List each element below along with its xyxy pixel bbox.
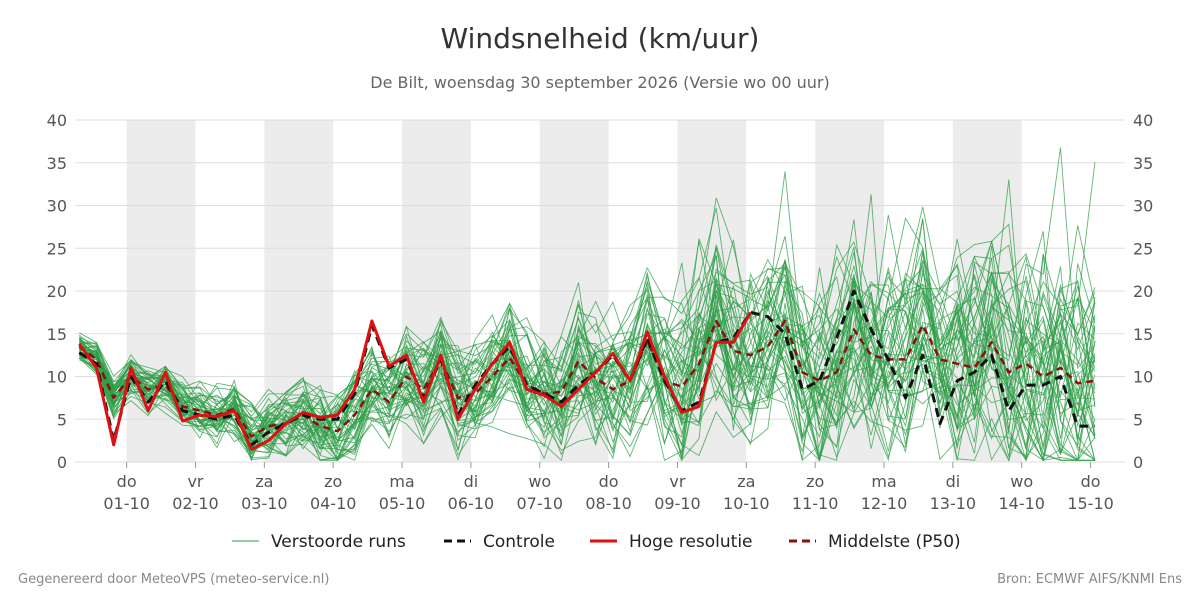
x-tick-date: 07-10 [517, 494, 564, 513]
x-tick-day: za [255, 472, 273, 491]
x-tick-date: 08-10 [585, 494, 632, 513]
x-tick-date: 11-10 [792, 494, 839, 513]
ensemble-run [78, 259, 1096, 461]
x-tick-day: do [117, 472, 137, 491]
x-tick-date: 13-10 [930, 494, 977, 513]
x-tick-date: 14-10 [998, 494, 1045, 513]
y-tick-label-right: 25 [1133, 239, 1153, 258]
legend-label-ensemble: Verstoorde runs [271, 532, 406, 552]
y-tick-label-left: 5 [57, 410, 67, 429]
series-line-hires [78, 311, 752, 451]
y-tick-label-left: 0 [57, 453, 67, 472]
x-tick-day: wo [1010, 472, 1033, 491]
y-tick-label-left: 15 [47, 325, 67, 344]
y-tick-label-right: 40 [1133, 111, 1153, 130]
axes: 0 0 5 5 10 10 15 15 20 20 25 25 30 30 35 35 40 40 do 01-10 v… [47, 111, 1154, 513]
ensemble-run [79, 217, 1096, 462]
x-tick-day: wo [528, 472, 551, 491]
x-tick-date: 12-10 [861, 494, 908, 513]
y-tick-label-left: 40 [47, 111, 67, 130]
footer-source: Bron: ECMWF AIFS/KNMI Ens [997, 572, 1182, 587]
x-tick-day: do [1081, 472, 1101, 491]
x-tick-day: ma [389, 472, 414, 491]
chart-subtitle: De Bilt, woensdag 30 september 2026 (Ver… [370, 73, 830, 92]
x-tick-day: za [737, 472, 755, 491]
chart-title: Windsnelheid (km/uur) [440, 22, 760, 55]
x-tick-date: 09-10 [654, 494, 701, 513]
y-tick-label-right: 20 [1133, 282, 1153, 301]
ensemble-run [79, 244, 1095, 461]
legend-label-median: Middelste (P50) [828, 532, 961, 552]
x-tick-date: 05-10 [379, 494, 426, 513]
footer-generator: Gegenereerd door MeteoVPS (meteo-service… [18, 572, 330, 587]
x-tick-date: 06-10 [448, 494, 495, 513]
ensemble-run [79, 240, 1096, 461]
x-tick-date: 03-10 [241, 494, 288, 513]
x-tick-day: zo [806, 472, 824, 491]
y-tick-label-left: 30 [47, 197, 67, 216]
y-tick-label-right: 15 [1133, 325, 1153, 344]
grid-lines [75, 119, 1125, 463]
y-tick-label-right: 5 [1133, 410, 1143, 429]
x-tick-day: do [599, 472, 619, 491]
x-tick-day: zo [324, 472, 342, 491]
legend-label-hires: Hoge resolutie [629, 532, 753, 552]
x-tick-day: di [946, 472, 961, 491]
legend-label-control: Controle [483, 532, 555, 552]
y-tick-label-left: 25 [47, 239, 67, 258]
x-tick-date: 01-10 [103, 494, 150, 513]
y-tick-label-left: 20 [47, 282, 67, 301]
y-tick-label-right: 35 [1133, 154, 1153, 173]
main-lines [78, 289, 1096, 451]
y-tick-label-left: 35 [47, 154, 67, 173]
x-tick-date: 10-10 [723, 494, 770, 513]
x-tick-date: 15-10 [1067, 494, 1114, 513]
x-tick-date: 02-10 [172, 494, 219, 513]
y-tick-label-right: 30 [1133, 197, 1153, 216]
x-tick-day: vr [669, 472, 685, 491]
x-tick-day: vr [187, 472, 203, 491]
x-tick-date: 04-10 [310, 494, 357, 513]
y-tick-label-right: 10 [1133, 368, 1153, 387]
y-tick-label-right: 0 [1133, 453, 1143, 472]
legend: Verstoorde runs Controle Hoge resolutie Mid… [232, 532, 961, 552]
y-tick-label-left: 10 [47, 368, 67, 387]
ensemble-run [78, 218, 1096, 462]
ensemble-run [79, 194, 1096, 461]
x-tick-day: di [464, 472, 479, 491]
ensemble-run [79, 247, 1096, 462]
series-line-median [78, 319, 1096, 438]
ensemble-run [79, 261, 1096, 459]
x-tick-day: ma [871, 472, 896, 491]
